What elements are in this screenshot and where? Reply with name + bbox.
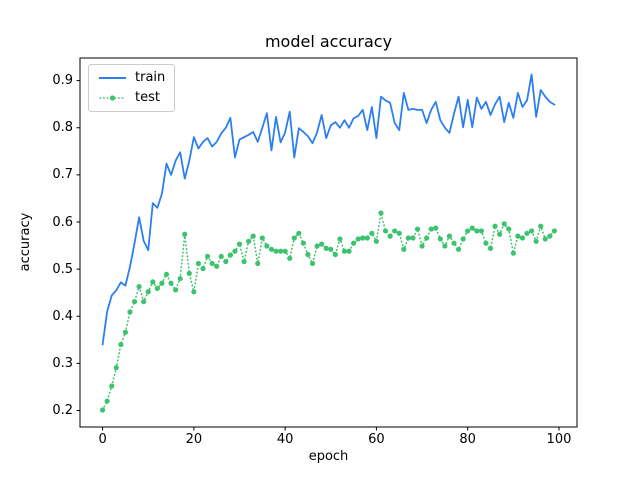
y-tick-label: 0.3 — [52, 355, 73, 371]
legend-label-train: train — [135, 70, 166, 85]
test-line-sample — [99, 95, 126, 101]
x-tick-label: 80 — [459, 432, 476, 447]
y-tick-label: 0.6 — [52, 214, 73, 230]
y-axis-label: accuracy — [18, 212, 33, 272]
legend-item-train: train — [99, 71, 165, 85]
train-line-sample — [99, 77, 126, 79]
legend: train test — [88, 64, 176, 112]
x-tick-label: 60 — [368, 432, 385, 447]
y-tick-label: 0.8 — [52, 120, 73, 136]
legend-item-test: test — [99, 91, 165, 105]
x-tick-label: 40 — [276, 432, 294, 447]
x-tick-label: 0 — [98, 432, 107, 447]
x-tick-label: 20 — [185, 432, 203, 447]
y-tick-label: 0.5 — [52, 261, 73, 277]
chart-title: model accuracy — [264, 32, 393, 51]
y-tick-label: 0.4 — [52, 308, 73, 324]
x-tick-label: 100 — [546, 432, 572, 447]
legend-label-test: test — [135, 90, 160, 105]
y-tick-label: 0.9 — [52, 73, 73, 89]
y-tick-label: 0.7 — [52, 167, 73, 183]
y-tick-label: 0.2 — [52, 403, 73, 418]
x-axis-label: epoch — [308, 449, 349, 464]
